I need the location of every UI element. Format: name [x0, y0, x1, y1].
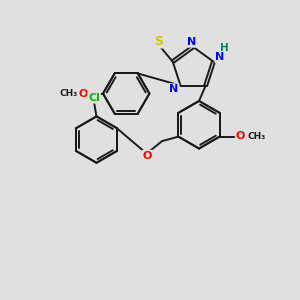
Text: O: O	[78, 88, 88, 98]
Text: O: O	[142, 151, 152, 160]
Text: O: O	[236, 131, 245, 141]
Text: N: N	[169, 84, 178, 94]
Text: N: N	[215, 52, 225, 62]
Text: Cl: Cl	[88, 93, 100, 103]
Text: S: S	[154, 34, 163, 47]
Text: CH₃: CH₃	[248, 132, 266, 141]
Text: CH₃: CH₃	[59, 89, 77, 98]
Text: H: H	[220, 43, 229, 52]
Text: N: N	[187, 37, 196, 47]
